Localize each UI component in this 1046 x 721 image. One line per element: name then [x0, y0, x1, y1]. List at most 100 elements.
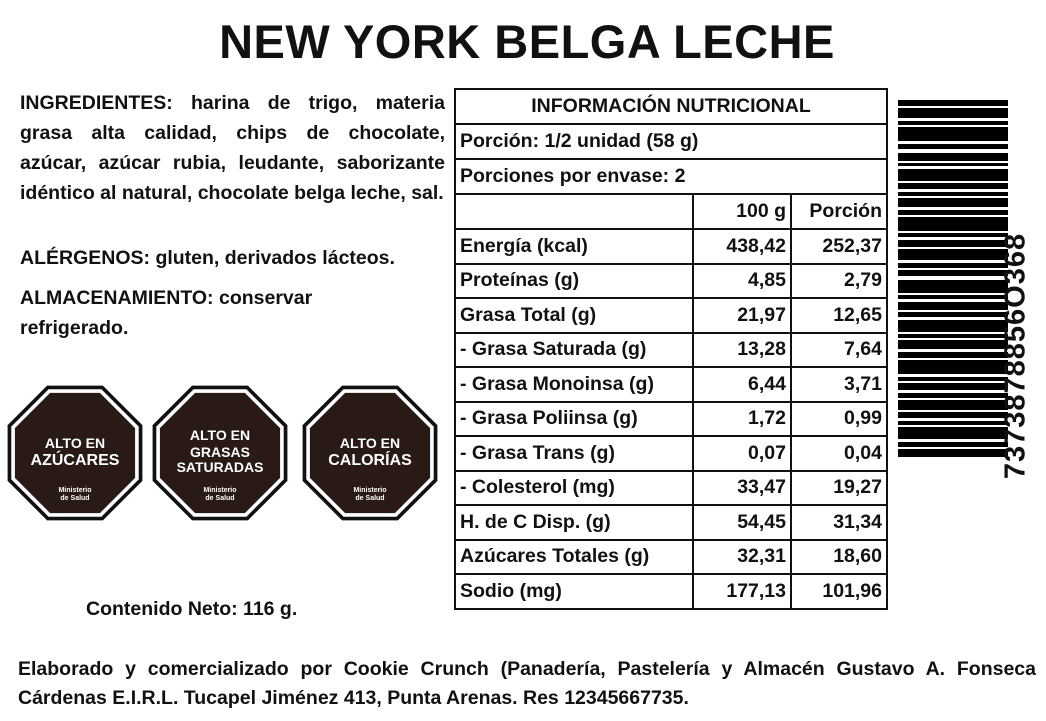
- seal-body: [159, 392, 281, 514]
- barcode-bar: [898, 421, 1008, 425]
- barcode-bar: [898, 153, 1008, 161]
- nutrition-row: - Grasa Poliinsa (g) 1,72 0,99: [454, 400, 888, 437]
- nutrition-row: - Grasa Trans (g) 0,07 0,04: [454, 435, 888, 472]
- title: NEW YORK BELGA LECHE: [219, 15, 835, 68]
- nutrient-cell: Proteínas (g): [454, 262, 694, 299]
- barcode-bar: [898, 334, 1008, 338]
- label: INGREDIENTES:: [20, 92, 173, 114]
- barcode-bar: [898, 427, 1008, 439]
- seal-shape: [7, 385, 143, 521]
- barcode-bar: [898, 377, 1008, 381]
- column-header: Porción: [790, 193, 888, 230]
- value-cell: 438,42: [692, 228, 792, 265]
- barcode-bar: [898, 412, 1008, 418]
- text: gluten, derivados lácteos.: [155, 247, 395, 269]
- barcode-bar: [898, 393, 1008, 398]
- seal-footer: de Salud: [60, 495, 90, 502]
- barcode-bar: [898, 233, 1008, 237]
- barcode-bar: [898, 217, 1008, 231]
- barcode-bar: [898, 127, 1008, 141]
- seal-shape: [152, 385, 288, 521]
- barcode: [898, 100, 1008, 457]
- barcode-bar: [898, 280, 1008, 293]
- value-cell: 19,27: [790, 469, 888, 506]
- value-cell: 0,07: [692, 435, 792, 472]
- text: conservar refrigerado.: [20, 287, 313, 339]
- nutrient-cell: H. de C Disp. (g): [454, 504, 694, 541]
- nutrition-row: H. de C Disp. (g) 54,45 31,34: [454, 504, 888, 541]
- portion: Porción: 1/2 unidad (58 g): [454, 123, 888, 160]
- value-cell: 3,71: [790, 366, 888, 403]
- value-cell: 54,45: [692, 504, 792, 541]
- header-empty: [454, 193, 694, 230]
- servings: Porciones por envase: 2: [454, 158, 888, 195]
- barcode-bar: [898, 144, 1008, 149]
- nutrition-row: - Grasa Monoinsa (g) 6,44 3,71: [454, 366, 888, 403]
- seal-body: [309, 392, 431, 514]
- seal-top: ALTO EN: [339, 435, 401, 451]
- seal-footer: de Salud: [355, 495, 385, 502]
- allergens: ALÉRGENOS: gluten, derivados lácteos.: [20, 243, 445, 273]
- nutrition-row: - Grasa Saturada (g) 13,28 7,64: [454, 331, 888, 368]
- seal: ALTO EN CALORÍAS Ministerio de Salud: [300, 383, 440, 523]
- barcode-bar: [898, 295, 1008, 299]
- seal-shape: [302, 385, 438, 521]
- barcode-bar: [898, 352, 1008, 358]
- barcode-bar: [898, 383, 1008, 390]
- barcode-bar: [898, 340, 1008, 349]
- value-cell: 0,04: [790, 435, 888, 472]
- barcode-bar: [898, 302, 1008, 310]
- seal-footer: de Salud: [205, 495, 235, 502]
- value-cell: 1,72: [692, 400, 792, 437]
- nutrition-row: Grasa Total (g) 21,97 12,65: [454, 297, 888, 334]
- value-cell: 2,79: [790, 262, 888, 299]
- nutrition-row: Azúcares Totales (g) 32,31 18,60: [454, 538, 888, 575]
- column-header: 100 g: [692, 193, 792, 230]
- value-cell: 21,97: [692, 297, 792, 334]
- value-cell: 101,96: [790, 573, 888, 610]
- barcode-bar: [898, 210, 1008, 215]
- ingredients: INGREDIENTES: harina de trigo, materia g…: [20, 88, 445, 208]
- nutrient-cell: Energía (kcal): [454, 228, 694, 265]
- net-content: Contenido Neto: 116 g.: [86, 598, 298, 620]
- storage: ALMACENAMIENTO: conservar refrigerado.: [20, 283, 380, 343]
- value-cell: 4,85: [692, 262, 792, 299]
- barcode-bar: [898, 449, 1008, 457]
- barcode-bar: [898, 108, 1008, 118]
- barcode-bar: [898, 320, 1008, 332]
- nutrient-cell: Grasa Total (g): [454, 297, 694, 334]
- barcode-bar: [898, 360, 1008, 374]
- barcode-bar: [898, 400, 1008, 410]
- barcode-bar: [898, 198, 1008, 207]
- barcode-bar: [898, 263, 1008, 268]
- label: ALÉRGENOS:: [20, 247, 151, 269]
- barcode-bar: [898, 270, 1008, 276]
- value-cell: 18,60: [790, 538, 888, 575]
- seal-footer: Ministerio: [203, 487, 237, 494]
- seal: ALTO EN AZÚCARES Ministerio de Salud: [5, 383, 145, 523]
- nutrition-row: Sodio (mg) 177,13 101,96: [454, 573, 888, 610]
- value-cell: 0,99: [790, 400, 888, 437]
- nutrition-row: - Colesterol (mg) 33,47 19,27: [454, 469, 888, 506]
- nutrient-cell: - Grasa Saturada (g): [454, 331, 694, 368]
- nutrient-cell: Sodio (mg): [454, 573, 694, 610]
- nutrition-row: Energía (kcal) 438,42 252,37: [454, 228, 888, 265]
- value-cell: 33,47: [692, 469, 792, 506]
- barcode-bar: [898, 240, 1008, 247]
- barcode-bar: [898, 169, 1008, 181]
- value-cell: 32,31: [692, 538, 792, 575]
- table-title: INFORMACIÓN NUTRICIONAL: [454, 88, 888, 125]
- nutrient-cell: Azúcares Totales (g): [454, 538, 694, 575]
- barcode-number: 7373878856O368: [999, 232, 1032, 480]
- barcode-bar: [898, 192, 1008, 196]
- nutrient-cell: - Colesterol (mg): [454, 469, 694, 506]
- text: harina de trigo, materia grasa alta cali…: [20, 92, 445, 204]
- value-cell: 13,28: [692, 331, 792, 368]
- value-cell: 12,65: [790, 297, 888, 334]
- label: ALMACENAMIENTO:: [20, 287, 214, 309]
- seal-top: ALTO EN: [44, 435, 106, 451]
- seal-top: ALTO EN: [189, 427, 251, 443]
- barcode-bar: [898, 312, 1008, 317]
- value-cell: 252,37: [790, 228, 888, 265]
